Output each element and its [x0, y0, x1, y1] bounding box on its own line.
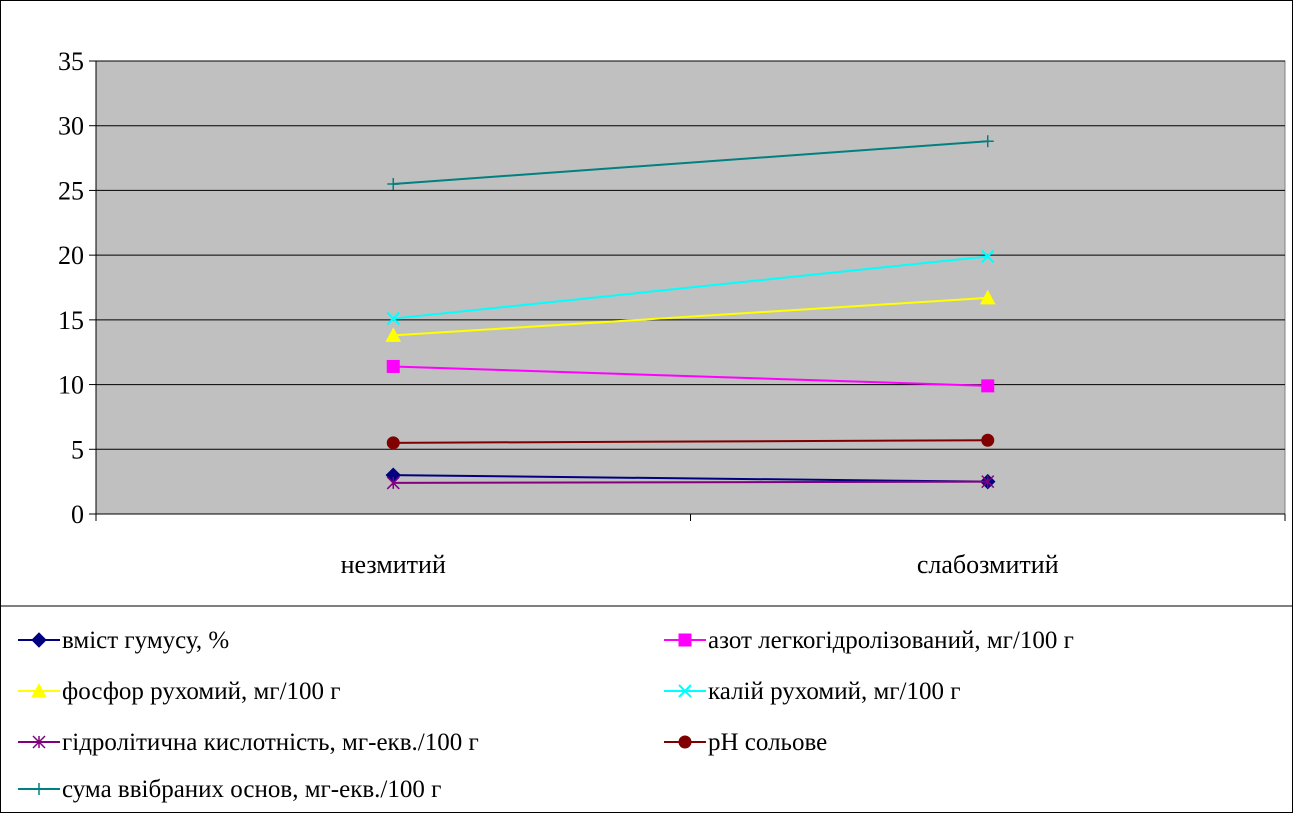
legend-label: рН сольове [708, 729, 827, 756]
legend: вміст гумусу, % азот легкогідролізований,… [18, 627, 1074, 803]
series-7 [387, 135, 994, 190]
legend-marker [32, 735, 46, 749]
series-line [393, 480, 988, 484]
legend-item: фосфор рухомий, мг/100 г [18, 678, 341, 705]
data-point [386, 476, 400, 490]
legend-item: калій рухомий, мг/100 г [664, 678, 960, 705]
y-tick-label: 5 [71, 435, 84, 464]
series-2 [386, 359, 995, 393]
data-point [386, 436, 400, 450]
x-category-label: слабозмитий [917, 550, 1059, 579]
series-3 [385, 289, 996, 342]
y-tick-label: 30 [58, 112, 84, 141]
series-5 [386, 475, 995, 490]
y-tick-label: 20 [58, 241, 84, 270]
legend-marker [31, 682, 47, 698]
y-tick-label: 0 [71, 500, 84, 529]
series-line [393, 474, 988, 483]
legend-item: гідролітична кислотність, мг-екв./100 г [18, 729, 479, 756]
axes [89, 60, 1286, 521]
legend-label: азот легкогідролізований, мг/100 г [708, 627, 1074, 654]
data-point [386, 359, 400, 373]
data-point [981, 433, 995, 447]
y-tick-label: 10 [58, 371, 84, 400]
data-point [385, 327, 402, 342]
series-6 [386, 433, 995, 450]
legend-marker [678, 684, 692, 698]
data-point [387, 177, 400, 190]
series-group [385, 135, 996, 490]
legend-item: вміст гумусу, % [18, 627, 229, 654]
legend-item: сума ввібраних основ, мг-екв./100 г [18, 776, 441, 803]
data-point [386, 311, 400, 326]
series-line [393, 140, 988, 185]
legend-marker [33, 783, 45, 795]
series-line [393, 296, 988, 337]
x-category-label: незмитий [341, 550, 446, 579]
legend-marker [678, 633, 692, 647]
y-tick-label: 15 [58, 306, 84, 335]
data-point [981, 475, 995, 489]
legend-item: азот легкогідролізований, мг/100 г [664, 627, 1074, 654]
tick-labels: 0 5 10 15 20 25 30 35 незмитий слабозмитий [58, 47, 1059, 579]
series-line [393, 439, 988, 444]
y-tick-label: 25 [58, 176, 84, 205]
legend-marker [678, 735, 692, 749]
legend-label: сума ввібраних основ, мг-екв./100 г [62, 776, 441, 803]
legend-label: фосфор рухомий, мг/100 г [62, 678, 341, 705]
series-line [393, 255, 988, 320]
legend-label: калій рухомий, мг/100 г [708, 678, 960, 705]
series-4 [386, 249, 995, 326]
legend-label: гідролітична кислотність, мг-екв./100 г [62, 729, 479, 756]
y-tick-label: 35 [58, 47, 84, 76]
legend-item: рН сольове [664, 729, 827, 756]
legend-label: вміст гумусу, % [62, 627, 229, 654]
data-point [981, 379, 995, 393]
data-point [981, 249, 995, 264]
data-point [981, 135, 994, 148]
data-point [979, 289, 996, 305]
grid-lines [96, 60, 1285, 450]
legend-marker [31, 632, 47, 648]
series-line [393, 365, 988, 387]
